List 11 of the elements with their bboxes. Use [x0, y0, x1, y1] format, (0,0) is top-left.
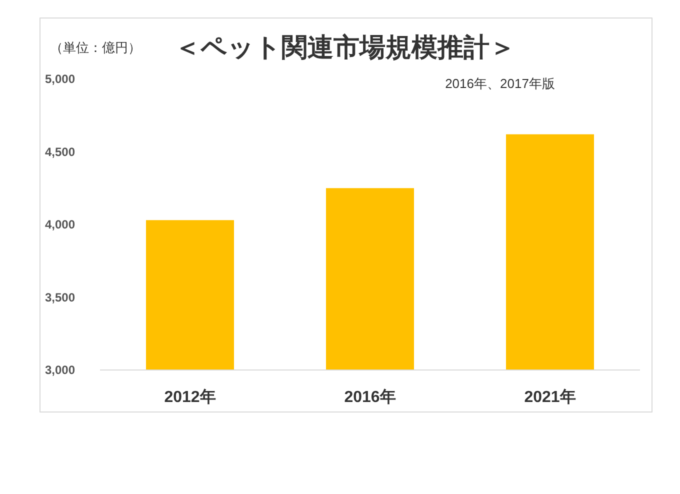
y-axis-title: （単位：億円） — [50, 40, 141, 55]
y-tick-label: 4,500 — [44, 144, 76, 159]
y-tick-label: 4,000 — [44, 218, 76, 232]
y-tick-label: 3,000 — [44, 363, 76, 377]
y-tick-label: 5,000 — [44, 72, 76, 86]
x-tick-label: 2016年 — [344, 388, 396, 406]
annotation: 2016年、2017年版 — [445, 76, 555, 91]
x-tick-label: 2012年 — [164, 388, 216, 406]
x-tick-label: 2021年 — [524, 388, 576, 406]
chart-title: ＜ペット関連市場規模推計＞ — [174, 32, 516, 62]
y-tick-label: 3,500 — [44, 290, 76, 304]
